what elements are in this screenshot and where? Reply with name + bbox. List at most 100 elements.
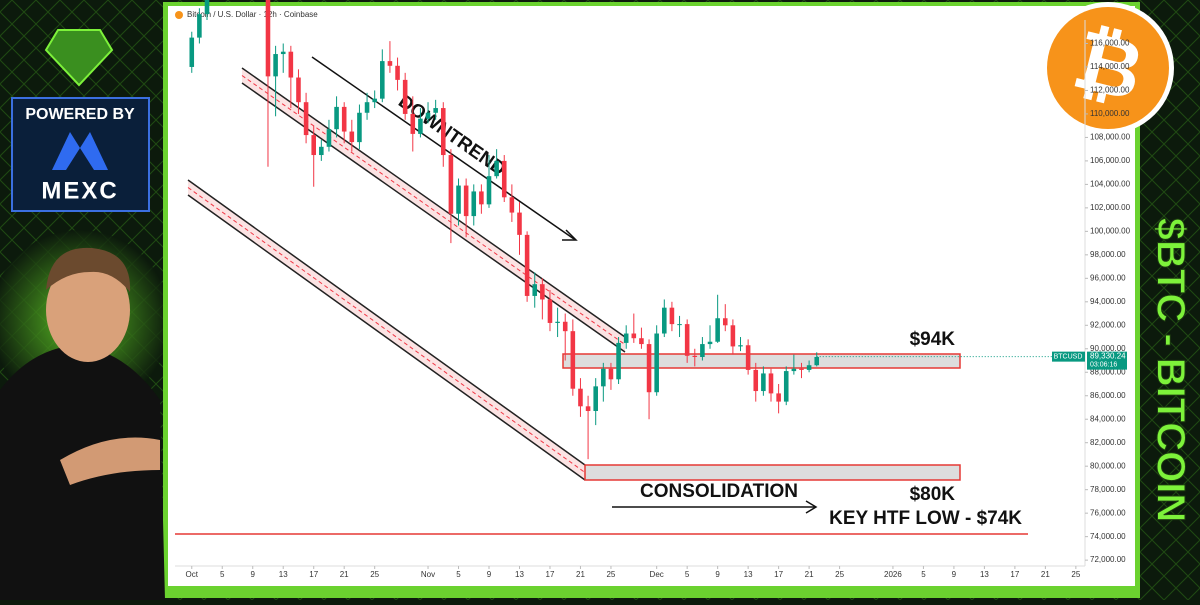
x-tick-label: 21 [340, 570, 349, 579]
candle-body [440, 108, 446, 156]
candle-body [341, 106, 347, 132]
candle-body [669, 307, 675, 325]
candle-body [631, 333, 637, 339]
resistance-zone [562, 353, 961, 369]
symbol-icon [175, 11, 183, 19]
channel-mid [187, 187, 586, 473]
y-tick-label: 76,000.00 [1090, 508, 1126, 517]
y-tick-label: 72,000.00 [1090, 555, 1126, 564]
x-tick-label: Nov [421, 570, 435, 579]
candle-body [532, 284, 538, 296]
candle-body [745, 345, 751, 370]
candle-body [456, 185, 461, 214]
candle-body [791, 368, 797, 372]
candle-body [303, 102, 309, 136]
x-tick-label: 9 [251, 570, 256, 579]
x-tick-label: 5 [685, 570, 690, 579]
candle-body [783, 371, 789, 402]
y-tick-label: 114,000.00 [1090, 62, 1130, 71]
candle-body [288, 51, 294, 78]
y-tick-label: 100,000.00 [1090, 226, 1131, 235]
candle-body [707, 341, 713, 345]
x-tick-label: 21 [805, 570, 814, 579]
countdown: 03:06:16 [1090, 361, 1117, 368]
candle-body [471, 191, 477, 217]
x-tick-label: 17 [309, 570, 318, 579]
x-tick-label: 17 [546, 570, 555, 579]
x-tick-label: 9 [952, 570, 957, 579]
candle-body [555, 321, 560, 323]
candle-body [753, 369, 759, 392]
candle-body [197, 14, 202, 38]
candle-body [578, 388, 583, 407]
x-tick-label: 9 [715, 570, 720, 579]
y-tick-label: 80,000.00 [1090, 461, 1126, 470]
x-tick-label: Dec [650, 570, 664, 579]
candle-body [722, 318, 728, 326]
price-tag [1087, 351, 1127, 370]
y-tick-label: 112,000.00 [1090, 86, 1130, 95]
person-arms [60, 437, 160, 485]
candle-body [364, 102, 370, 113]
candle-body [616, 342, 621, 380]
y-tick-label: 98,000.00 [1090, 250, 1126, 259]
candle-body [540, 284, 545, 300]
symbol-tag [1052, 351, 1085, 362]
y-tick-label: 110,000.00 [1090, 109, 1130, 118]
x-tick-label: 13 [744, 570, 753, 579]
person-head [46, 258, 130, 362]
price-label: 89,330.24 [1090, 352, 1126, 361]
y-tick-label: 94,000.00 [1090, 297, 1126, 306]
candle-body [684, 324, 690, 356]
support-zone [584, 464, 961, 481]
x-tick-label: 5 [921, 570, 926, 579]
arrow-head [805, 500, 818, 514]
candle-body [402, 79, 408, 114]
candle-body [273, 54, 278, 77]
candle-body [715, 318, 720, 342]
y-tick-label: 74,000.00 [1090, 532, 1126, 541]
candle-body [601, 368, 606, 387]
y-tick-label: 78,000.00 [1090, 485, 1126, 494]
candle-body [494, 160, 499, 177]
candle-body [349, 131, 355, 143]
x-tick-label: Oct [186, 570, 199, 579]
candle-body [448, 155, 454, 214]
x-tick-label: 5 [456, 570, 461, 579]
coin [1047, 7, 1169, 129]
x-tick-label: 25 [606, 570, 615, 579]
x-tick-label: 13 [515, 570, 524, 579]
x-tick-label: 13 [980, 570, 989, 579]
candle-body [806, 365, 812, 370]
candle-body [265, 0, 271, 77]
candle-body [311, 135, 316, 156]
x-tick-label: 25 [370, 570, 379, 579]
candle-body [562, 321, 568, 332]
person-hair [46, 247, 131, 292]
candle-body [296, 77, 301, 103]
candle-body [524, 234, 530, 296]
candle-body [280, 51, 286, 55]
candle-body [730, 325, 736, 347]
y-tick-label: 104,000.00 [1090, 179, 1131, 188]
x-tick-label: 17 [774, 570, 783, 579]
channel-line [187, 179, 586, 466]
candle-body [319, 146, 324, 156]
symbol-label: BTCUSD [1054, 353, 1083, 360]
candle-body [418, 118, 423, 134]
sponsor-name: MEXC [41, 177, 118, 204]
x-tick-label: 21 [576, 570, 585, 579]
candle-body [799, 368, 804, 370]
candle-body [761, 373, 766, 392]
candle-body [677, 324, 682, 326]
y-tick-label: 96,000.00 [1090, 273, 1126, 282]
powered-by: POWERED BY [25, 106, 135, 123]
x-tick-label: 13 [279, 570, 288, 579]
x-tick-label: 17 [1010, 570, 1019, 579]
candle-body [517, 212, 522, 235]
arrow-head [562, 229, 578, 241]
candle-body [433, 108, 438, 113]
candle-body [395, 65, 400, 80]
